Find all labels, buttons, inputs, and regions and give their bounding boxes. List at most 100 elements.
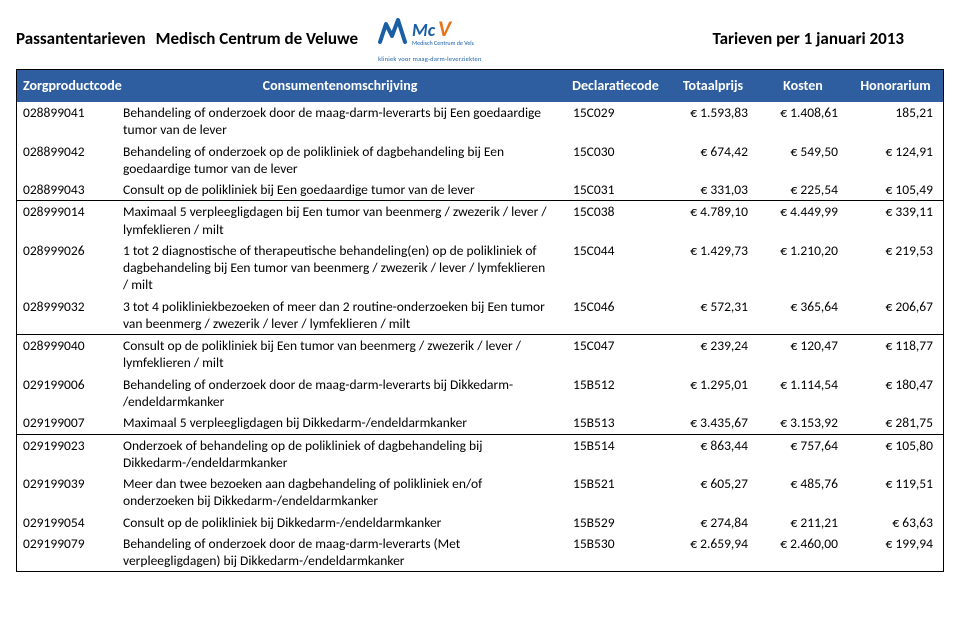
- cell-kosten: € 3.153,92: [758, 412, 848, 433]
- svg-text:Medisch Centrum de Veluwe: Medisch Centrum de Veluwe: [412, 39, 474, 47]
- col-totaalprijs: Totaalprijs: [668, 70, 758, 102]
- cell-omschrijving: Behandeling of onderzoek op de poliklini…: [117, 141, 563, 180]
- cell-totaalprijs: € 674,42: [668, 141, 758, 180]
- table-row: 028899043Consult op de polikliniek bij E…: [17, 179, 943, 200]
- cell-declaratiecode: 15C030: [563, 141, 668, 180]
- cell-declaratiecode: 15C038: [563, 201, 668, 240]
- cell-zorgproductcode: 028899043: [17, 179, 117, 200]
- cell-totaalprijs: € 1.295,01: [668, 374, 758, 413]
- cell-omschrijving: Onderzoek of behandeling op de poliklini…: [117, 435, 563, 474]
- table-row: 0289990323 tot 4 polikliniekbezoeken of …: [17, 296, 943, 335]
- table-row: 028899042Behandeling of onderzoek op de …: [17, 141, 943, 180]
- col-honorarium: Honorarium: [848, 70, 943, 102]
- cell-zorgproductcode: 028899042: [17, 141, 117, 180]
- cell-honorarium: € 105,80: [848, 435, 943, 474]
- center-name: Medisch Centrum de Veluwe: [156, 28, 358, 49]
- cell-zorgproductcode: 028999032: [17, 296, 117, 335]
- cell-omschrijving: 3 tot 4 polikliniekbezoeken of meer dan …: [117, 296, 563, 335]
- cell-zorgproductcode: 028999014: [17, 201, 117, 240]
- cell-zorgproductcode: 028899041: [17, 102, 117, 141]
- cell-totaalprijs: € 3.435,67: [668, 412, 758, 433]
- cell-zorgproductcode: 029199023: [17, 435, 117, 474]
- cell-omschrijving: Consult op de polikliniek bij Dikkedarm-…: [117, 512, 563, 533]
- cell-declaratiecode: 15B529: [563, 512, 668, 533]
- cell-declaratiecode: 15C047: [563, 335, 668, 374]
- cell-omschrijving: Maximaal 5 verpleegligdagen bij Dikkedar…: [117, 412, 563, 433]
- col-kosten: Kosten: [758, 70, 848, 102]
- cell-kosten: € 485,76: [758, 473, 848, 512]
- table-block: 028899041Behandeling of onderzoek door d…: [17, 102, 943, 200]
- col-omschrijving: Consumentenomschrijving: [117, 70, 563, 102]
- cell-kosten: € 1.114,54: [758, 374, 848, 413]
- cell-kosten: € 120,47: [758, 335, 848, 374]
- cell-declaratiecode: 15B513: [563, 412, 668, 433]
- table-row: 029199054Consult op de polikliniek bij D…: [17, 512, 943, 533]
- cell-zorgproductcode: 028999026: [17, 240, 117, 296]
- cell-honorarium: € 180,47: [848, 374, 943, 413]
- table-row: 029199023Onderzoek of behandeling op de …: [17, 435, 943, 474]
- cell-zorgproductcode: 029199007: [17, 412, 117, 433]
- cell-declaratiecode: 15C044: [563, 240, 668, 296]
- cell-declaratiecode: 15B512: [563, 374, 668, 413]
- col-zorgproductcode: Zorgproductcode: [17, 70, 117, 102]
- cell-totaalprijs: € 4.789,10: [668, 201, 758, 240]
- cell-honorarium: € 124,91: [848, 141, 943, 180]
- mcv-logo-icon: Mc V Medisch Centrum de Veluwe: [378, 14, 474, 54]
- cell-honorarium: € 63,63: [848, 512, 943, 533]
- cell-honorarium: € 199,94: [848, 533, 943, 572]
- svg-text:V: V: [438, 15, 453, 42]
- cell-declaratiecode: 15C046: [563, 296, 668, 335]
- cell-kosten: € 1.408,61: [758, 102, 848, 141]
- table-row: 029199006Behandeling of onderzoek door d…: [17, 374, 943, 413]
- cell-totaalprijs: € 572,31: [668, 296, 758, 335]
- table-block: 028999014Maximaal 5 verpleegligdagen bij…: [17, 200, 943, 334]
- table-row: 029199079Behandeling of onderzoek door d…: [17, 533, 943, 572]
- cell-totaalprijs: € 331,03: [668, 179, 758, 200]
- cell-totaalprijs: € 605,27: [668, 473, 758, 512]
- left-title: Passantentarieven: [16, 28, 146, 49]
- svg-text:Mc: Mc: [412, 19, 436, 41]
- table-row: 029199007Maximaal 5 verpleegligdagen bij…: [17, 412, 943, 433]
- cell-honorarium: € 118,77: [848, 335, 943, 374]
- cell-kosten: € 225,54: [758, 179, 848, 200]
- cell-kosten: € 757,64: [758, 435, 848, 474]
- cell-kosten: € 2.460,00: [758, 533, 848, 572]
- col-declaratiecode: Declaratiecode: [563, 70, 668, 102]
- cell-totaalprijs: € 2.659,94: [668, 533, 758, 572]
- tariff-table: Zorgproductcode Consumentenomschrijving …: [16, 69, 944, 572]
- table-row: 028899041Behandeling of onderzoek door d…: [17, 102, 943, 141]
- cell-kosten: € 365,64: [758, 296, 848, 335]
- cell-totaalprijs: € 1.593,83: [668, 102, 758, 141]
- table-block: 029199023Onderzoek of behandeling op de …: [17, 434, 943, 572]
- cell-zorgproductcode: 029199006: [17, 374, 117, 413]
- right-title: Tarieven per 1 januari 2013: [712, 28, 904, 49]
- table-row: 028999040Consult op de polikliniek bij E…: [17, 335, 943, 374]
- table-row: 0289990261 tot 2 diagnostische of therap…: [17, 240, 943, 296]
- cell-kosten: € 1.210,20: [758, 240, 848, 296]
- cell-declaratiecode: 15B530: [563, 533, 668, 572]
- cell-honorarium: € 206,67: [848, 296, 943, 335]
- table-row: 029199039Meer dan twee bezoeken aan dagb…: [17, 473, 943, 512]
- cell-kosten: € 549,50: [758, 141, 848, 180]
- cell-honorarium: € 119,51: [848, 473, 943, 512]
- cell-honorarium: € 339,11: [848, 201, 943, 240]
- cell-omschrijving: 1 tot 2 diagnostische of therapeutische …: [117, 240, 563, 296]
- cell-omschrijving: Meer dan twee bezoeken aan dagbehandelin…: [117, 473, 563, 512]
- cell-zorgproductcode: 028999040: [17, 335, 117, 374]
- cell-zorgproductcode: 029199079: [17, 533, 117, 572]
- cell-declaratiecode: 15C031: [563, 179, 668, 200]
- cell-totaalprijs: € 863,44: [668, 435, 758, 474]
- cell-kosten: € 4.449,99: [758, 201, 848, 240]
- cell-omschrijving: Maximaal 5 verpleegligdagen bij Een tumo…: [117, 201, 563, 240]
- cell-totaalprijs: € 1.429,73: [668, 240, 758, 296]
- cell-omschrijving: Consult op de polikliniek bij Een tumor …: [117, 335, 563, 374]
- cell-declaratiecode: 15B514: [563, 435, 668, 474]
- table-row: 028999014Maximaal 5 verpleegligdagen bij…: [17, 201, 943, 240]
- page-header: Passantentarieven Medisch Centrum de Vel…: [16, 14, 944, 63]
- cell-omschrijving: Behandeling of onderzoek door de maag-da…: [117, 102, 563, 141]
- cell-honorarium: € 219,53: [848, 240, 943, 296]
- cell-omschrijving: Behandeling of onderzoek door de maag-da…: [117, 374, 563, 413]
- logo: Mc V Medisch Centrum de Veluwe kliniek v…: [378, 14, 481, 63]
- cell-honorarium: 185,21: [848, 102, 943, 141]
- cell-kosten: € 211,21: [758, 512, 848, 533]
